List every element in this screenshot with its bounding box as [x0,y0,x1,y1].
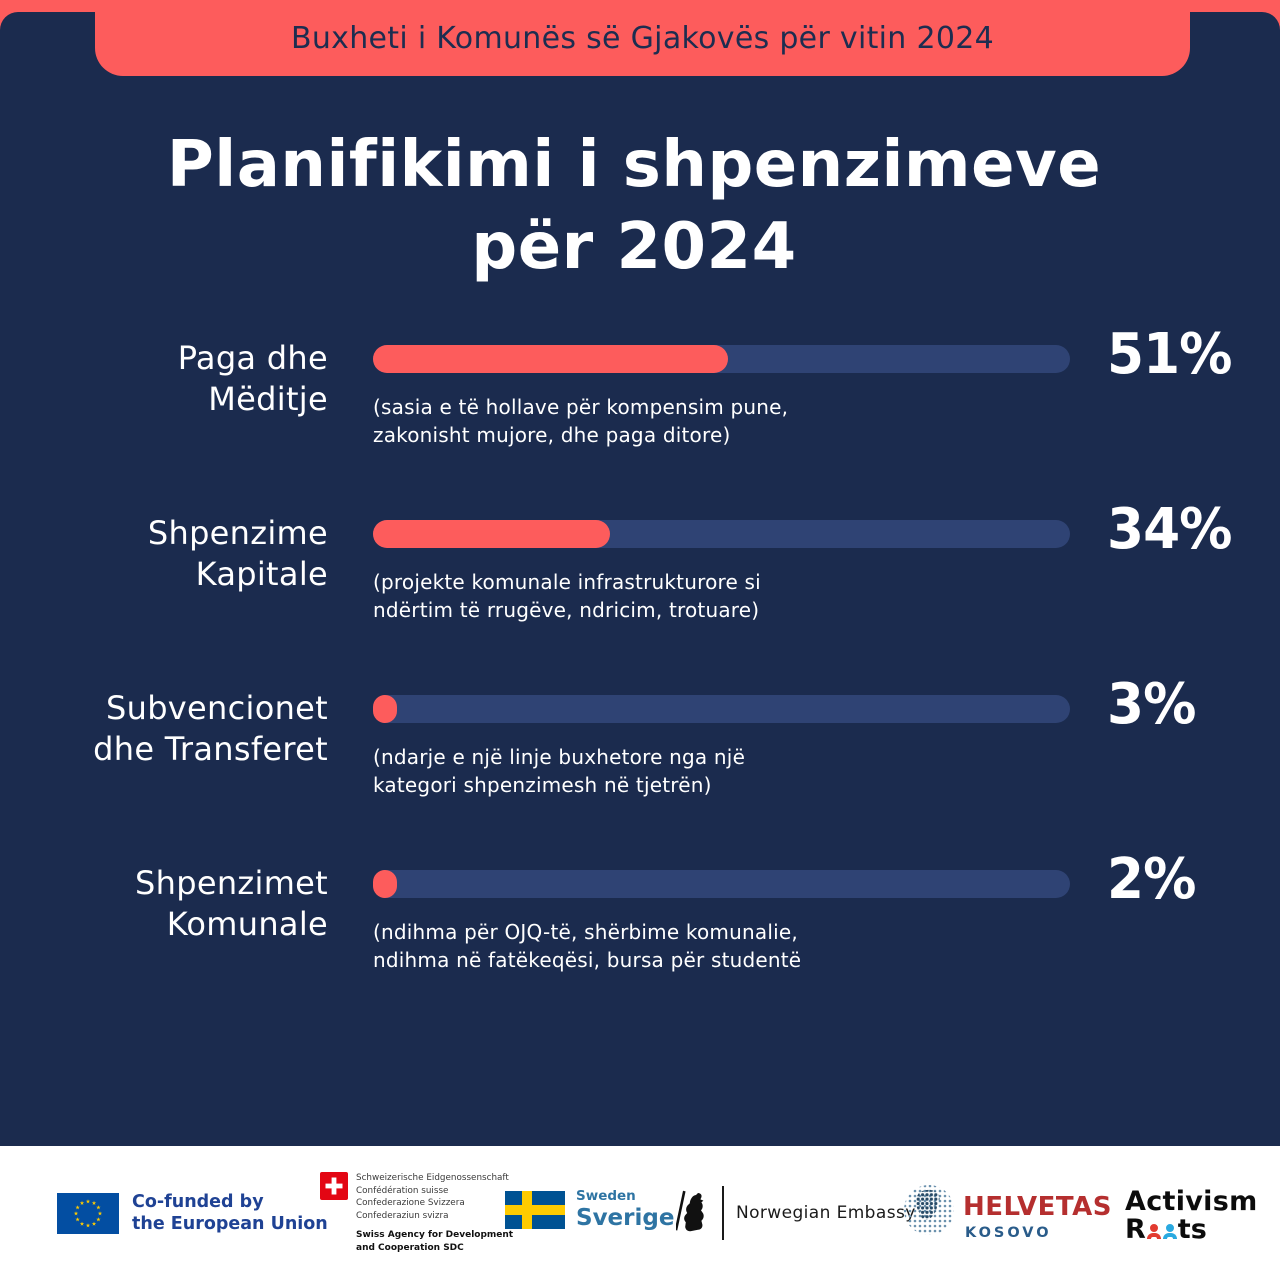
logo-sweden: Sweden Sverige [505,1188,675,1231]
swiss-agency-text: Swiss Agency for Development and Coopera… [356,1229,513,1254]
row-description-line-2: zakonisht mujore, dhe paga ditore) [373,423,731,447]
bar-track [373,520,1070,548]
value-label: 34% [1107,497,1232,562]
row-description: (projekte komunale infrastrukturore si n… [373,568,761,624]
roots-o-red-person-icon [1146,1224,1161,1239]
swiss-confederation-text: Schweizerische Eidgenossenschaft Confédé… [356,1172,513,1254]
swiss-text-line-1: Schweizerische Eidgenossenschaft [356,1173,509,1183]
row-label-line-1: Subvencionet [106,689,328,727]
row-label-line-1: Shpenzimet [135,864,328,902]
eu-cofunded-text: Co-funded by the European Union [132,1191,328,1235]
logo-swiss-sdc: Schweizerische Eidgenossenschaft Confédé… [320,1172,513,1254]
bar-track [373,345,1070,373]
sweden-flag-icon [505,1190,565,1229]
norway-lion-icon [676,1190,704,1232]
norwegian-embassy-text: Norwegian Embassy [736,1203,916,1223]
swiss-flag-icon [320,1172,348,1200]
row-description-line-1: (ndarje e një linje buxhetore nga një [373,745,746,769]
row-label-line-2: Mëditje [208,380,328,418]
roots-o-red-head-icon [1149,1224,1158,1232]
row-label: Shpenzimet Komunale [30,863,328,945]
row-description: (ndihma për OJQ-të, shërbime komunalie, … [373,918,801,974]
swiss-text-line-3: Confederazione Svizzera [356,1198,465,1208]
roots-wordmark: R ts [1125,1216,1258,1244]
value-label: 51% [1107,322,1232,387]
swiss-agency-line-1: Swiss Agency for Development [356,1230,514,1240]
roots-o-blue-shoulders-icon [1162,1233,1177,1239]
value-label: 2% [1107,847,1196,912]
row-description: (ndarje e një linje buxhetore nga një ka… [373,743,745,799]
row-label-line-1: Paga dhe [177,339,328,377]
sweden-text-line-2: Sverige [576,1204,675,1231]
row-description-line-2: ndihma në fatëkeqësi, bursa për studentë [373,948,802,972]
page-title-line-1: Planifikimi i shpenzimeve [166,128,1102,202]
sweden-text-line-1: Sweden [576,1188,636,1204]
eu-text-line-2: the European Union [132,1214,328,1234]
helvetas-name-text: HELVETAS [963,1192,1112,1222]
header-banner: Buxheti i Komunës së Gjakovës për vitin … [95,0,1190,76]
logo-activism-roots: Activism R ts [1125,1188,1258,1244]
row-description-line-1: (ndihma për OJQ-të, shërbime komunalie, [373,920,798,944]
swiss-text-line-2: Confédération suisse [356,1185,449,1196]
sweden-wordmark: Sweden Sverige [576,1188,675,1231]
row-label-line-1: Shpenzime [147,514,328,552]
row-description-line-2: kategori shpenzimesh në tjetrën) [373,773,712,797]
page-title-line-2: për 2024 [471,210,797,284]
row-label-line-2: Komunale [166,905,328,943]
row-description-line-1: (sasia e të hollave për kompensim pune, [373,395,789,419]
row-label-line-2: Kapitale [195,555,328,593]
page-title: Planifikimi i shpenzimeve për 2024 [0,124,1268,288]
bar-fill [373,345,729,373]
roots-letter-r: R [1125,1214,1146,1245]
bar-fill [373,520,610,548]
logo-eu: Co-funded by the European Union [57,1191,328,1235]
row-description-line-2: ndërtim të rrugëve, ndricim, trotuare) [373,598,760,622]
norway-divider [722,1186,724,1240]
footer-logo-bar: Co-funded by the European Union Schweize… [0,1146,1280,1280]
swiss-agency-line-2: and Cooperation SDC [356,1242,464,1253]
bar-fill [373,695,397,723]
helvetas-kosovo-text: KOSOVO [965,1225,1052,1241]
row-label: Shpenzime Kapitale [30,513,328,595]
bar-track [373,695,1070,723]
roots-letters-ts: ts [1177,1214,1207,1245]
activism-text: Activism [1125,1186,1258,1217]
row-label: Subvencionet dhe Transferet [30,688,328,770]
swiss-text-line-4: Confederaziun svizra [356,1210,449,1221]
roots-o-blue-head-icon [1165,1224,1174,1232]
value-label: 3% [1107,672,1196,737]
row-label-line-2: dhe Transferet [93,730,328,768]
roots-o-red-shoulders-icon [1146,1233,1161,1239]
eu-text-line-1: Co-funded by [132,1192,264,1212]
banner-title: Buxheti i Komunës së Gjakovës për vitin … [290,20,994,56]
eu-flag-icon [57,1192,119,1234]
row-label: Paga dhe Mëditje [30,338,328,420]
row-description-line-1: (projekte komunale infrastrukturore si [373,570,761,594]
bar-fill [373,870,397,898]
helvetas-globe-icon [904,1185,954,1235]
logo-helvetas: HELVETAS KOSOVO [903,1184,1112,1241]
roots-o-blue-person-icon [1162,1224,1177,1239]
helvetas-wordmark: HELVETAS KOSOVO [963,1184,1112,1241]
logo-norwegian-embassy: Norwegian Embassy [676,1186,916,1240]
bar-track [373,870,1070,898]
row-description: (sasia e të hollave për kompensim pune, … [373,393,788,449]
